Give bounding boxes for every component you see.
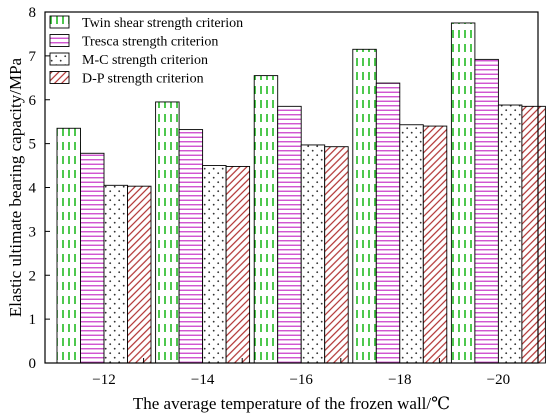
- y-tick-label: 1: [29, 312, 37, 328]
- bar-series-4-category-3: [324, 146, 349, 364]
- bar-series-2-category-2: [178, 129, 204, 364]
- y-tick-label: 5: [29, 137, 37, 153]
- plot-frame: [44, 11, 539, 364]
- y-tick-label: 3: [29, 224, 37, 240]
- bar-series-4-category-4: [422, 125, 448, 364]
- y-tick-label: 7: [29, 49, 37, 65]
- bar-series-4-category-5: [521, 105, 546, 364]
- x-axis: −12 −14 −16 −18 −20: [92, 358, 510, 388]
- bar-series-2-category-3: [277, 105, 302, 364]
- y-tick-label: 2: [29, 268, 37, 284]
- x-tick-label: −16: [289, 372, 313, 388]
- x-tick-label: −20: [487, 372, 510, 388]
- bar-series-4-category-2: [225, 165, 251, 364]
- bar-series-3-category-1: [103, 184, 128, 364]
- y-tick-label: 6: [29, 93, 37, 109]
- bar-series-3-category-3: [300, 144, 326, 364]
- y-tick-label: 0: [29, 356, 37, 372]
- y-axis: 0 1 2 3 4 5 6 7 8: [29, 5, 50, 372]
- y-axis-title: Elastic ultimate bearing capacity/MPa: [6, 57, 25, 317]
- bar-series-4-category-1: [127, 185, 152, 364]
- x-axis-title: The average temperature of the frozen wa…: [133, 394, 450, 413]
- legend-label-series-3: M-C strength criterion: [82, 53, 208, 68]
- bar-series-3-category-5: [497, 104, 523, 364]
- bar-series-2-category-4: [375, 82, 401, 364]
- bar-series-1-category-3: [253, 75, 279, 364]
- legend-label-series-2: Tresca strength criterion: [82, 35, 218, 50]
- bar-series-1-category-4: [352, 48, 377, 364]
- x-tick-label: −18: [388, 372, 411, 388]
- bar-series-2-category-5: [474, 58, 499, 364]
- legend-swatch-series-2: [49, 34, 70, 47]
- bar-series-2-category-1: [80, 152, 105, 364]
- bar-series-1-category-5: [450, 22, 476, 364]
- legend-swatch-series-1: [49, 15, 70, 29]
- y-tick-label: 4: [29, 181, 37, 197]
- x-tick-label: −12: [92, 372, 115, 388]
- legend-swatch-series-3: [49, 52, 70, 66]
- y-tick-label: 8: [29, 5, 37, 21]
- legend: Twin shear strength criterion Tresca stre…: [49, 15, 243, 87]
- legend-label-series-1: Twin shear strength criterion: [82, 16, 243, 31]
- x-tick-label: −14: [191, 372, 215, 388]
- legend-label-series-4: D-P strength criterion: [82, 72, 204, 87]
- legend-swatch-series-4: [49, 71, 70, 84]
- bar-series-3-category-2: [202, 165, 227, 364]
- bar-series-1-category-1: [56, 127, 81, 364]
- bar-series-3-category-4: [399, 124, 424, 364]
- bar-series-1-category-2: [155, 101, 180, 364]
- bars-group: [56, 22, 546, 364]
